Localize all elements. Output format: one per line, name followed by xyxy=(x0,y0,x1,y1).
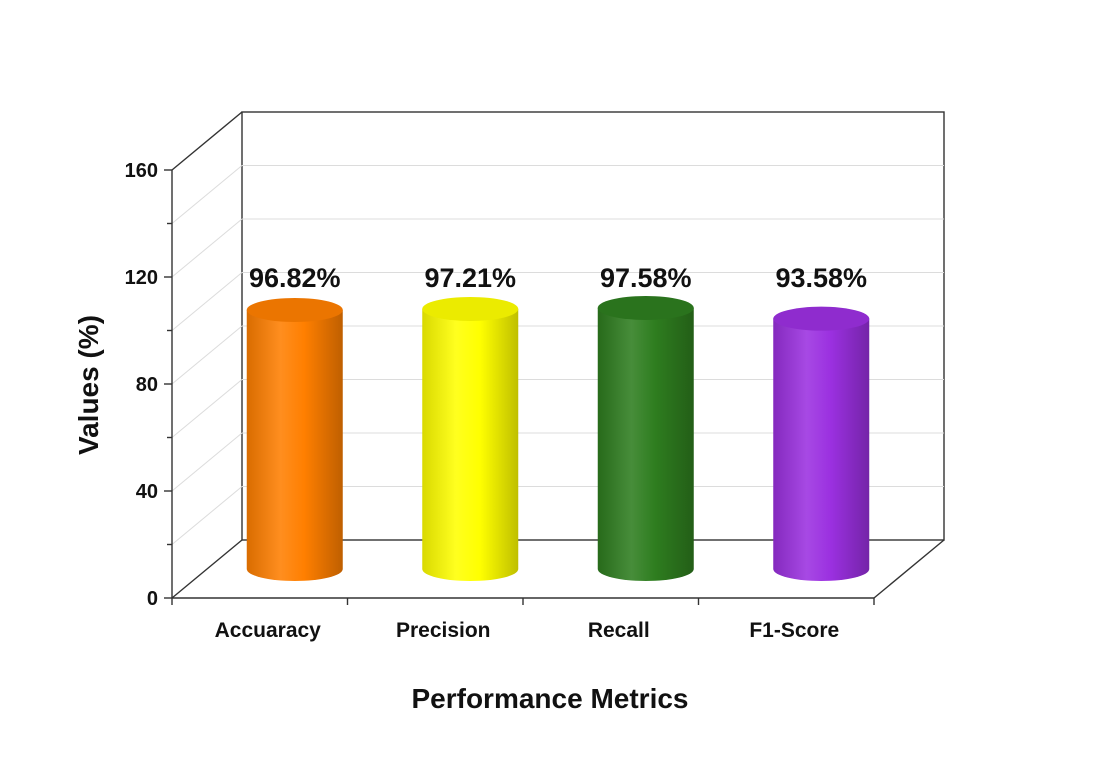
bar-body xyxy=(597,307,694,581)
bar-top xyxy=(597,295,694,320)
gridline-side xyxy=(171,165,243,224)
y-tick-label: 40 xyxy=(136,481,158,503)
y-tick-label: 0 xyxy=(147,588,158,610)
data-label: 96.82% xyxy=(249,263,341,293)
x-tick-label: F1-Score xyxy=(749,619,839,642)
bar-f1-score xyxy=(773,306,870,581)
data-label: 97.21% xyxy=(424,263,516,293)
axes: 0 40 80 120 160 Accuaracy Precision Recall F1-Sc… xyxy=(125,160,875,642)
data-label: 97.58% xyxy=(600,263,692,293)
floor-left-edge xyxy=(171,539,243,599)
bar-body xyxy=(773,318,870,581)
data-labels: 96.82% 97.21% 97.58% 93.58% xyxy=(249,263,867,293)
bar-accuaracy xyxy=(246,298,343,581)
x-tick-label: Precision xyxy=(396,619,491,642)
gridline-side xyxy=(171,325,243,385)
bar-body xyxy=(246,310,343,581)
y-tick-label: 80 xyxy=(136,374,158,396)
y-tick-label: 120 xyxy=(125,267,158,289)
y-tick-label: 160 xyxy=(125,160,158,182)
left-wall-top-edge xyxy=(171,111,243,171)
x-tick-label: Recall xyxy=(588,619,650,642)
gridline-side xyxy=(171,432,243,492)
bars xyxy=(246,295,870,581)
y-axis-title: Values (%) xyxy=(73,315,104,455)
bar-top xyxy=(422,296,519,321)
gridline-side xyxy=(171,272,243,331)
x-axis-title: Performance Metrics xyxy=(411,683,688,714)
bar-recall xyxy=(597,295,694,581)
bar-top xyxy=(246,298,343,323)
bar-body xyxy=(422,308,519,581)
gridline-side xyxy=(171,218,243,278)
floor-right-edge xyxy=(873,539,945,599)
bar-top xyxy=(773,306,870,331)
gridline-side xyxy=(171,379,243,438)
x-tick-label: Accuaracy xyxy=(215,619,322,642)
gridline-side xyxy=(171,486,243,545)
bar-precision xyxy=(422,296,519,581)
data-label: 93.58% xyxy=(775,263,867,293)
